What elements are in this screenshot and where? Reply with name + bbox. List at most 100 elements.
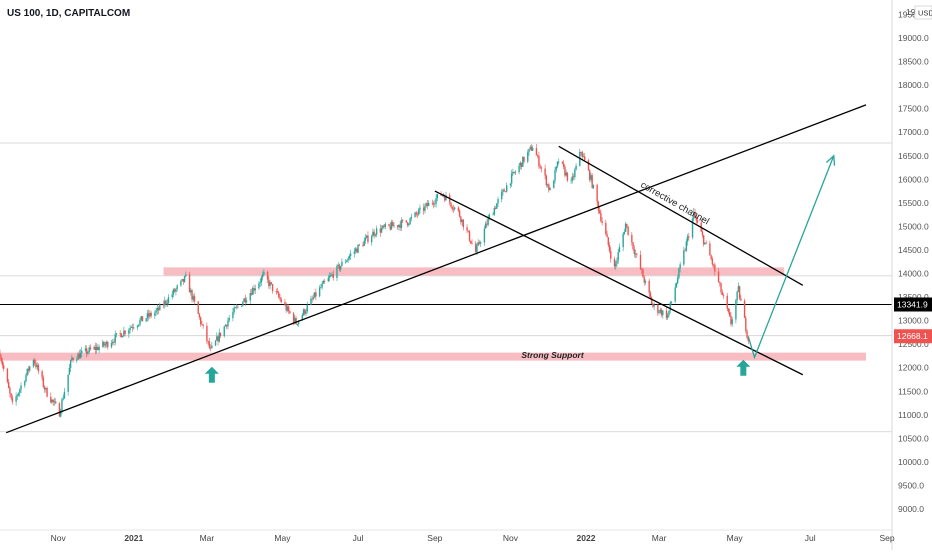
candle-body xyxy=(738,286,741,299)
candle-body xyxy=(1,361,4,366)
candle-body xyxy=(476,245,478,253)
candle-body xyxy=(512,171,514,174)
candle-body xyxy=(545,175,548,186)
currency-badge[interactable]: USD xyxy=(914,5,932,20)
support-zone[interactable] xyxy=(0,352,866,361)
candle-body xyxy=(425,203,427,206)
candle-body xyxy=(590,175,592,180)
candle-body xyxy=(450,202,452,207)
candle-body xyxy=(424,205,426,211)
candle-body xyxy=(270,282,273,284)
x-tick-label: Nov xyxy=(503,533,519,543)
candle-body xyxy=(627,226,629,235)
zones-layer: Strong Support xyxy=(0,267,866,361)
candle-body xyxy=(509,183,512,186)
candle-body xyxy=(180,280,182,286)
candle-body xyxy=(477,242,479,246)
candle-body xyxy=(444,195,446,201)
candle-body xyxy=(201,324,203,325)
candle-body xyxy=(45,388,47,390)
candle-body xyxy=(400,220,403,228)
candle-body xyxy=(136,325,139,328)
projection-arrowhead xyxy=(825,154,836,166)
candle-body xyxy=(254,288,256,291)
projection-path[interactable] xyxy=(747,155,835,360)
y-tick-label: 12500.0 xyxy=(898,339,929,349)
candle-body xyxy=(60,411,62,417)
candle-body xyxy=(358,244,360,246)
candle-body xyxy=(487,218,489,225)
candle-body xyxy=(259,282,261,284)
candle-body xyxy=(240,305,243,307)
candle-body xyxy=(556,161,559,167)
candle-body xyxy=(726,295,728,309)
symbol-title: US 100, 1D, CAPITALCOM xyxy=(7,8,130,19)
candle-body xyxy=(514,172,517,173)
y-tick-label: 16500.0 xyxy=(898,151,929,161)
y-tick-label: 9000.0 xyxy=(898,504,924,514)
candle-body xyxy=(284,302,286,305)
candle-body xyxy=(667,315,669,319)
candle-body xyxy=(181,278,183,281)
candle-body xyxy=(208,341,211,348)
candle-body xyxy=(720,283,722,293)
candle-body xyxy=(659,309,662,313)
candle-body xyxy=(572,176,575,178)
candle-body xyxy=(467,230,469,232)
candle-body xyxy=(367,235,369,243)
candle-body xyxy=(554,170,556,181)
candle-body xyxy=(145,318,147,322)
candle-body xyxy=(159,304,161,311)
candle-body xyxy=(548,184,550,191)
candle-body xyxy=(341,261,343,267)
candle-body xyxy=(696,220,699,223)
candle-body xyxy=(605,222,607,235)
candle-body xyxy=(121,335,124,338)
candle-body xyxy=(146,313,149,319)
channel-lower-trendline[interactable] xyxy=(434,190,804,376)
candle-body xyxy=(286,306,289,311)
candle-body xyxy=(63,391,66,399)
candle-body xyxy=(483,228,486,243)
candle-body xyxy=(461,219,463,223)
channel-upper-trendline[interactable] xyxy=(558,145,804,286)
candle-body xyxy=(347,258,349,261)
rising-support-trendline[interactable] xyxy=(5,104,867,434)
candle-body xyxy=(434,203,436,205)
candle-body xyxy=(613,258,616,267)
candle-body xyxy=(607,237,609,246)
candle-body xyxy=(470,240,472,244)
candle-body xyxy=(419,207,421,210)
candle-body xyxy=(719,282,721,284)
candle-body xyxy=(704,242,706,245)
candle-body xyxy=(331,274,333,276)
candle-body xyxy=(466,227,468,231)
candle-body xyxy=(374,234,377,236)
candle-body xyxy=(216,336,218,341)
candle-body xyxy=(660,309,663,316)
candle-body xyxy=(502,189,504,192)
candle-body xyxy=(0,353,1,358)
candle-body xyxy=(565,172,567,176)
resistance-zone[interactable] xyxy=(163,267,785,276)
candle-body xyxy=(475,243,477,253)
candle-body xyxy=(35,362,37,368)
candle-body xyxy=(235,306,238,308)
candle-body xyxy=(618,247,621,253)
candle-body xyxy=(156,307,159,311)
candle-body xyxy=(6,368,9,382)
candle-body xyxy=(7,381,10,389)
candle-body xyxy=(311,298,313,300)
candle-body xyxy=(488,214,491,219)
candle-body xyxy=(354,248,357,252)
candle-body xyxy=(649,292,652,298)
candle-body xyxy=(77,353,79,360)
candle-body xyxy=(275,291,277,292)
candle-body xyxy=(678,268,680,278)
candle-body xyxy=(452,208,455,210)
last-price-tag[interactable]: 12668.1 xyxy=(894,329,932,344)
candle-body xyxy=(409,218,411,224)
horizontal-line-price-tag[interactable]: 13341.9 xyxy=(894,297,932,312)
